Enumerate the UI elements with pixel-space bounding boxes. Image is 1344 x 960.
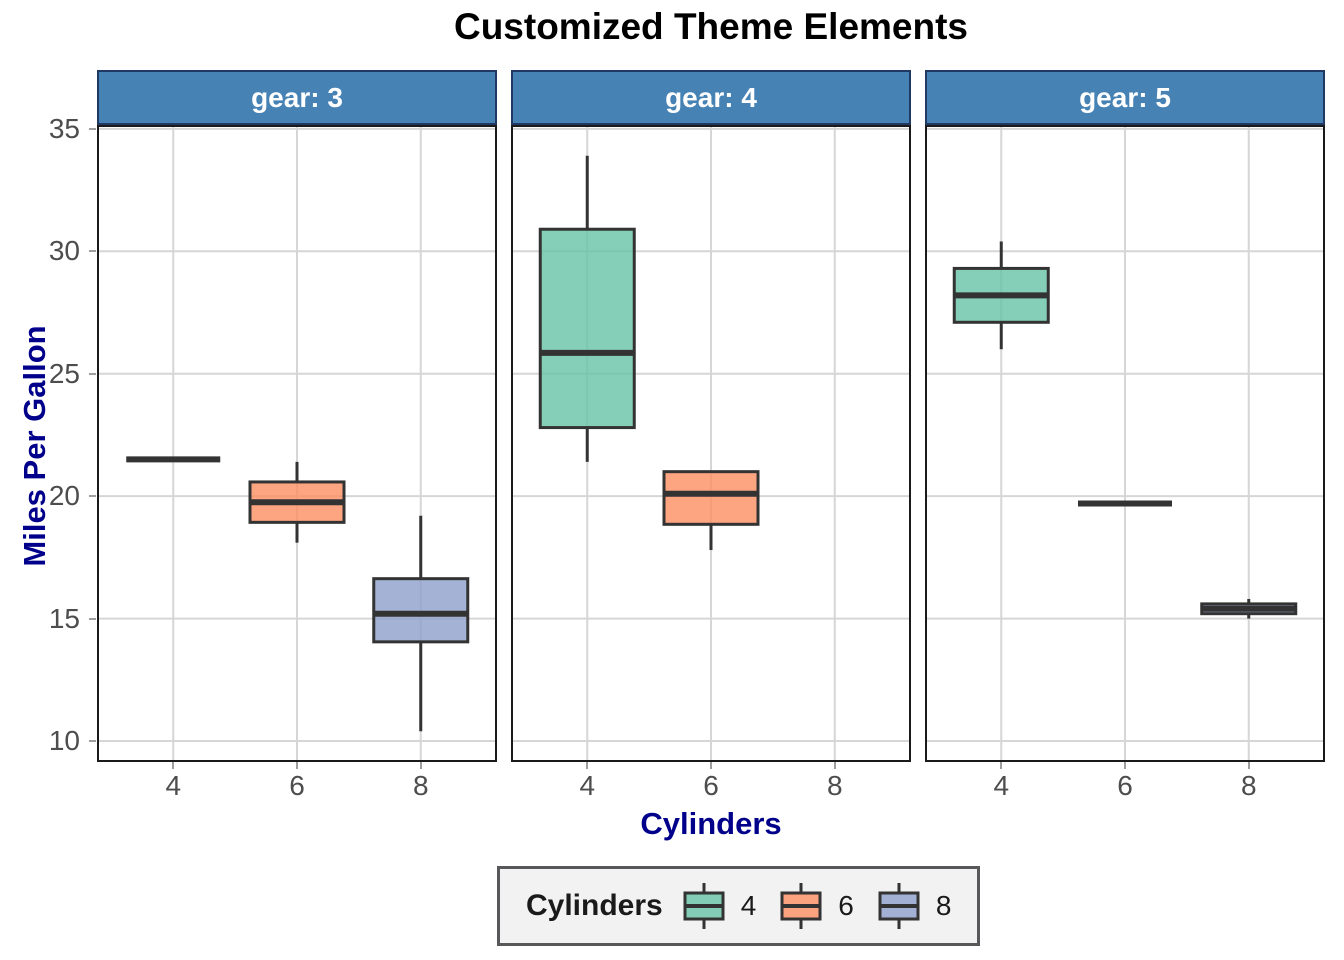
x-tick-mark-4 xyxy=(586,762,589,769)
y-tick-label-10: 10 xyxy=(48,725,80,757)
y-tick-mark-30 xyxy=(89,250,96,253)
panel-canvas xyxy=(927,127,1323,760)
y-axis-title: Miles Per Gallon xyxy=(17,325,52,567)
x-tick-mark-8 xyxy=(1247,762,1250,769)
legend-items: 4 6 8 xyxy=(681,881,952,931)
x-tick-label-8: 8 xyxy=(412,770,429,801)
panel-canvas xyxy=(99,127,495,760)
facet-strip-gear-3: gear: 3 xyxy=(97,70,497,125)
facet-strip-label: gear: 4 xyxy=(665,82,757,113)
x-tick-label-8: 8 xyxy=(1240,770,1257,801)
facet-panel-gear-5 xyxy=(925,125,1325,762)
y-tick-mark-35 xyxy=(89,127,96,130)
chart-title: Customized Theme Elements xyxy=(453,6,968,47)
x-tick-mark-6 xyxy=(1124,762,1126,769)
x-tick-label-6: 6 xyxy=(703,770,719,801)
x-tick-label-4: 4 xyxy=(993,770,1010,801)
legend-item-4: 4 xyxy=(681,881,757,931)
y-tick-mark-15 xyxy=(89,617,96,620)
y-tick-mark-25 xyxy=(89,372,96,375)
y-tick-label-30: 30 xyxy=(48,235,80,267)
x-axis-title: Cylinders xyxy=(640,806,782,841)
legend-item-label: 6 xyxy=(838,890,854,921)
legend-item-label: 4 xyxy=(740,890,757,921)
x-tick-label-6: 6 xyxy=(289,770,305,801)
x-tick-mark-4 xyxy=(172,762,175,769)
x-tick-mark-8 xyxy=(833,762,836,769)
y-tick-mark-20 xyxy=(89,495,96,498)
x-tick-mark-8 xyxy=(419,762,422,769)
facet-strip-gear-4: gear: 4 xyxy=(511,70,911,125)
y-tick-label-25: 25 xyxy=(48,357,80,389)
boxplot-gear3-cyl8-box xyxy=(372,577,470,644)
facet-panel-gear-3 xyxy=(97,125,497,762)
legend-item-label: 8 xyxy=(935,890,952,921)
panel-canvas xyxy=(513,127,909,760)
legend-item-6: 6 xyxy=(778,881,854,931)
facet-strip-label: gear: 3 xyxy=(251,82,343,113)
boxplot-gear4-cyl4-box xyxy=(538,227,636,430)
legend-key-boxplot-icon-8 xyxy=(878,883,920,929)
x-tick-label-8: 8 xyxy=(826,770,843,801)
x-tick-label-4: 4 xyxy=(165,770,182,801)
x-tick-mark-6 xyxy=(296,762,298,769)
y-tick-mark-10 xyxy=(89,740,96,743)
boxplot-gear4-cyl6-box xyxy=(662,470,760,526)
y-tick-label-20: 20 xyxy=(48,480,80,512)
legend-key-boxplot-icon-6 xyxy=(780,883,822,929)
facet-panel-gear-4 xyxy=(511,125,911,762)
y-tick-label-15: 15 xyxy=(48,602,80,634)
facet-strip-label: gear: 5 xyxy=(1079,82,1171,113)
y-tick-label-35: 35 xyxy=(48,112,80,144)
legend-key-boxplot-icon-4 xyxy=(683,883,725,929)
facet-strip-gear-5: gear: 5 xyxy=(925,70,1325,125)
x-tick-label-6: 6 xyxy=(1117,770,1133,801)
legend-item-8: 8 xyxy=(876,881,952,931)
x-tick-label-4: 4 xyxy=(579,770,596,801)
legend: Cylinders 4 6 8 xyxy=(497,866,981,946)
x-tick-mark-4 xyxy=(1000,762,1003,769)
legend-title: Cylinders xyxy=(526,889,663,922)
x-tick-mark-6 xyxy=(710,762,712,769)
